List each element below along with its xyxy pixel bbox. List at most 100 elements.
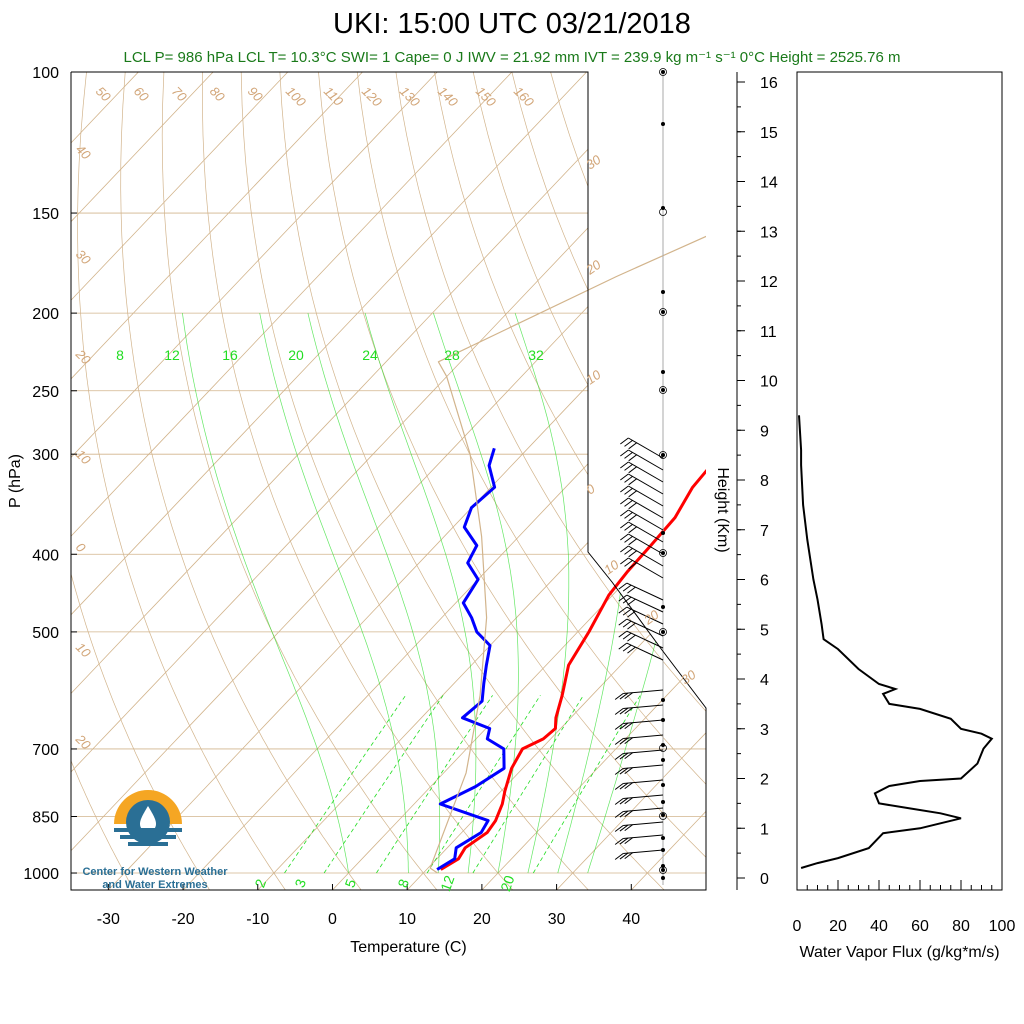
barb-feather [620, 497, 629, 505]
barb-feather [624, 451, 633, 459]
mixing-ratio-label: 12 [164, 347, 180, 363]
height-tick-label: 11 [760, 324, 777, 341]
height-tick-label: 1 [760, 821, 769, 838]
moist-adiabat-line [514, 312, 570, 874]
barb-feather [619, 737, 629, 745]
height-marker-dot [661, 206, 665, 210]
barb-feather [614, 798, 624, 805]
height-tick-label: 12 [760, 274, 778, 291]
series-parcel-line [429, 235, 706, 874]
wind-barb [620, 437, 664, 459]
barb-feather [614, 783, 624, 790]
height-marker-dot [661, 453, 665, 457]
isotherm-label: 70 [169, 84, 190, 105]
barb-staff [628, 521, 664, 543]
isotherm-label: 20 [72, 346, 94, 368]
barb-feather [624, 737, 634, 745]
isotherm-line [631, 810, 706, 890]
barb-feather [624, 722, 634, 730]
barb-staff [626, 582, 664, 601]
logo-sun-icon [114, 790, 182, 824]
height-tick-label: 4 [760, 672, 769, 689]
barb-staff [628, 497, 664, 519]
dry-adiabat-line [77, 72, 286, 890]
barb-staff [628, 461, 664, 483]
wind-barb [618, 630, 664, 649]
dry-adiabat-line [783, 72, 1024, 890]
barb-staff [623, 719, 664, 724]
barb-feather [618, 582, 628, 590]
mixing-ratio-label: 8 [394, 877, 412, 890]
barb-staff [628, 533, 664, 555]
barb-feather [619, 722, 629, 730]
barb-staff [628, 557, 664, 579]
mixing-ratio-label: 16 [222, 347, 238, 363]
isotherm-line [257, 417, 706, 890]
isotherm-line [71, 72, 662, 694]
barb-staff [628, 485, 664, 507]
barb-feather [624, 560, 633, 567]
height-marker-dot [661, 290, 665, 294]
barb-feather [624, 475, 633, 483]
barb-feather [624, 499, 633, 507]
isotherm-label: 50 [93, 84, 114, 105]
height-marker-circle [659, 866, 667, 874]
isotherm-line [108, 260, 706, 890]
height-marker-dot [661, 783, 665, 787]
height-marker-dot [661, 758, 665, 762]
isotherm-label: 40 [73, 142, 94, 163]
y-tick-label: 850 [32, 809, 59, 826]
isotherm-label: 20 [72, 731, 94, 753]
isotherm-line [71, 72, 513, 537]
barb-feather [628, 466, 637, 474]
barb-feather [624, 797, 634, 805]
barb-feather [620, 449, 629, 457]
barb-feather [624, 824, 634, 832]
height-marker-circle [659, 451, 667, 459]
height-marker-dot [661, 605, 665, 609]
height-tick-label: 16 [760, 75, 778, 92]
logo-caption: Center for Western Weather and Water Ext… [80, 866, 230, 892]
dry-adiabat-line [71, 572, 210, 890]
flux-tick-label: 80 [952, 918, 970, 935]
dry-adiabat-line [240, 72, 589, 890]
wind-barb [620, 473, 664, 495]
y-tick-label: 300 [32, 447, 59, 464]
wind-barb [614, 794, 664, 805]
barb-feather [614, 825, 624, 832]
wind-barb [614, 749, 664, 760]
barb-feather [627, 622, 636, 630]
height-marker-dot [661, 813, 665, 817]
height-marker-dot [661, 370, 665, 374]
wind-barb [618, 642, 664, 661]
isopleth-grid [71, 72, 1024, 890]
barb-feather [624, 487, 633, 495]
height-marker-circle [659, 208, 667, 216]
height-tick-label: 9 [760, 423, 769, 440]
height-marker-dot [661, 388, 665, 392]
barb-feather [622, 608, 632, 616]
barb-feather [619, 824, 629, 832]
dry-adiabat-line [279, 72, 665, 890]
barb-staff [626, 642, 664, 661]
height-tick-label: 13 [760, 224, 778, 241]
barb-feather [618, 642, 628, 650]
cw3e-logo [114, 790, 182, 846]
plot-frame [70, 71, 707, 891]
height-tick-label: 3 [760, 722, 769, 739]
mixing-ratio-label: 28 [444, 347, 460, 363]
moist-adiabat-line [364, 313, 477, 874]
flux-axis-title: Water Vapor Flux (g/kg*m/s) [799, 944, 999, 961]
mixing-ratio-line [284, 695, 407, 874]
isotherm-line [71, 72, 289, 301]
barb-feather [620, 485, 629, 493]
barb-staff [623, 794, 664, 799]
height-marker-dot [661, 800, 665, 804]
barb-feather [619, 767, 629, 775]
height-marker-dot [661, 864, 665, 868]
barb-feather [614, 723, 624, 730]
mixing-ratio-line [323, 695, 444, 874]
dry-adiabat-line [71, 759, 135, 890]
barb-feather [620, 437, 629, 445]
dry-adiabat-line [744, 72, 1024, 890]
